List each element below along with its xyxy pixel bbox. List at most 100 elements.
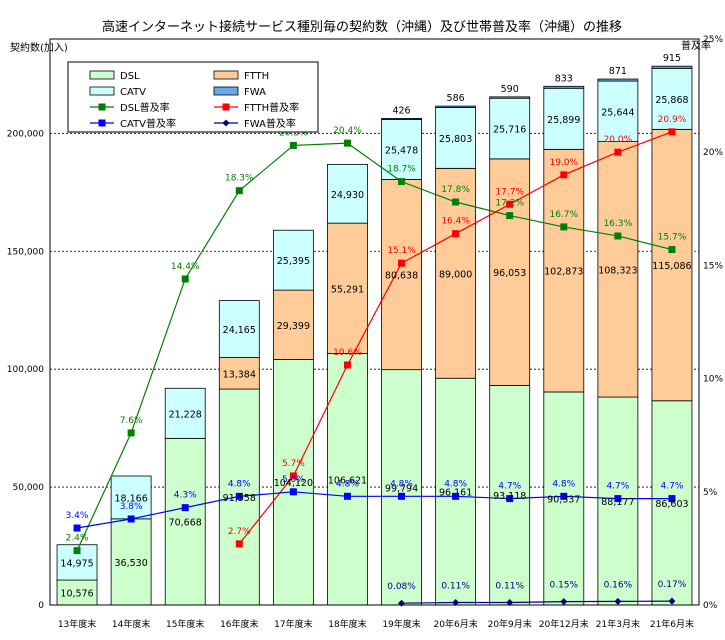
bar-CATV — [597, 80, 639, 142]
bar-label-CATV: 18,166 — [115, 493, 148, 504]
bars-group — [56, 65, 693, 606]
marker-CATV普及率 — [289, 488, 297, 496]
bar-FWA — [597, 78, 639, 82]
x-tick-label: 21年6月末 — [650, 618, 694, 630]
line-label-CATV普及率: 3.4% — [66, 511, 89, 521]
line-label-CATV普及率: 4.8% — [444, 479, 467, 489]
y2-tick-label: 15% — [703, 261, 723, 271]
line-label-CATV普及率: 4.7% — [661, 482, 684, 492]
marker-FTTH普及率 — [398, 259, 406, 267]
marker-FTTH普及率 — [235, 540, 243, 548]
marker-FWA普及率 — [560, 598, 568, 606]
marker-FWA普及率 — [452, 599, 460, 607]
marker-DSL普及率 — [560, 223, 568, 231]
marker-DSL普及率 — [181, 275, 189, 283]
line-label-CATV普及率: 4.8% — [336, 479, 359, 489]
y-axis-label: 契約数(加入) — [10, 41, 68, 54]
bar-label-FWA: 426 — [392, 105, 410, 116]
line-label-FWA普及率: 0.11% — [441, 582, 470, 592]
line-label-FWA普及率: 0.11% — [495, 582, 524, 592]
bar-label-FWA: 586 — [447, 93, 465, 104]
marker-DSL普及率 — [398, 178, 406, 186]
legend-swatch-CATV — [89, 86, 115, 96]
bar-label-DSL: 70,668 — [169, 518, 202, 529]
line-label-DSL普及率: 20.3% — [279, 128, 308, 138]
line-label-DSL普及率: 16.3% — [604, 219, 633, 229]
line-label-FWA普及率: 0.15% — [549, 581, 578, 591]
y2-tick-label: 10% — [703, 375, 723, 385]
line-label-CATV普及率: 4.8% — [552, 479, 575, 489]
line-label-FTTH普及率: 17.7% — [495, 187, 524, 197]
bar-FWA — [489, 96, 531, 99]
legend-swatch-FWA — [213, 86, 239, 96]
marker-FWA普及率 — [614, 597, 622, 605]
bar-label-DSL: 99,794 — [385, 483, 418, 494]
line-label-DSL普及率: 15.7% — [658, 233, 687, 243]
legend-swatch-FTTH — [213, 70, 239, 80]
legend-label-FWA普及率: FWA普及率 — [244, 117, 296, 130]
lines-group — [73, 128, 676, 607]
bar-FWA — [435, 105, 477, 108]
marker-FTTH普及率 — [506, 200, 514, 208]
bar-DSL — [272, 359, 314, 606]
line-label-FWA普及率: 0.17% — [658, 580, 687, 590]
line-label-CATV普及率: 5.0% — [282, 475, 305, 485]
legend-label-DSL: DSL — [120, 71, 140, 82]
y2-tick-label: 5% — [703, 488, 718, 498]
bar-label-FWA: 871 — [609, 66, 627, 77]
x-tick-label: 17年度末 — [274, 618, 312, 630]
line-label-DSL普及率: 7.6% — [120, 416, 143, 426]
marker-FTTH普及率 — [452, 230, 460, 238]
legend-marker-FTTH普及率 — [222, 103, 230, 111]
bar-FTTH — [543, 148, 585, 393]
bar-label-CATV: 21,228 — [169, 409, 202, 420]
bar-label-DSL: 90,337 — [547, 494, 580, 505]
line-label-FWA普及率: 0.08% — [387, 582, 416, 592]
bar-DSL — [164, 437, 206, 606]
legend-label-FWA: FWA — [244, 87, 266, 98]
y2-tick-label: 20% — [703, 148, 723, 158]
line-label-FTTH普及率: 5.7% — [282, 459, 305, 469]
bar-label-FTTH: 108,323 — [598, 265, 637, 276]
bar-CATV — [543, 87, 585, 150]
bar-FTTH — [597, 141, 639, 398]
marker-DSL普及率 — [343, 139, 351, 147]
bar-label-CATV: 24,930 — [331, 190, 364, 201]
legend-box — [67, 61, 319, 133]
x-tick-label: 19年度末 — [382, 618, 420, 630]
x-tick-label: 18年度末 — [328, 618, 366, 630]
bar-FWA — [543, 85, 585, 89]
line-label-FTTH普及率: 19.0% — [549, 158, 578, 168]
bar-FWA — [651, 65, 693, 69]
bar-label-CATV: 25,478 — [385, 145, 418, 156]
marker-FWA普及率 — [398, 599, 406, 607]
marker-CATV普及率 — [73, 524, 81, 532]
y-tick-label: 100,000 — [7, 365, 44, 375]
marker-FTTH普及率 — [668, 128, 676, 136]
legend-label-FTTH: FTTH — [244, 71, 269, 82]
bar-label-FTTH: 80,638 — [385, 271, 418, 282]
legend-label-CATV: CATV — [120, 87, 146, 98]
marker-CATV普及率 — [398, 492, 406, 500]
bar-FTTH — [218, 357, 260, 390]
bar-label-CATV: 25,716 — [493, 125, 526, 136]
marker-FTTH普及率 — [614, 148, 622, 156]
marker-FTTH普及率 — [289, 472, 297, 480]
line-label-DSL普及率: 18.7% — [387, 165, 416, 175]
bar-DSL — [651, 400, 693, 606]
x-tick-label: 21年3月末 — [596, 618, 640, 630]
bar-DSL — [110, 518, 152, 606]
marker-DSL普及率 — [73, 547, 81, 555]
bar-label-DSL: 36,530 — [115, 558, 148, 569]
line-label-DSL普及率: 17.8% — [441, 185, 470, 195]
marker-DSL普及率 — [452, 198, 460, 206]
bar-label-CATV: 24,165 — [223, 325, 256, 336]
marker-CATV普及率 — [560, 492, 568, 500]
x-tick-label: 13年度末 — [58, 618, 96, 630]
line-label-CATV普及率: 4.8% — [390, 479, 413, 489]
marker-DSL普及率 — [235, 187, 243, 195]
marker-FWA普及率 — [668, 597, 676, 605]
marker-CATV普及率 — [452, 492, 460, 500]
line-label-FWA普及率: 0.16% — [604, 580, 633, 590]
line-label-DSL普及率: 18.3% — [225, 174, 254, 184]
